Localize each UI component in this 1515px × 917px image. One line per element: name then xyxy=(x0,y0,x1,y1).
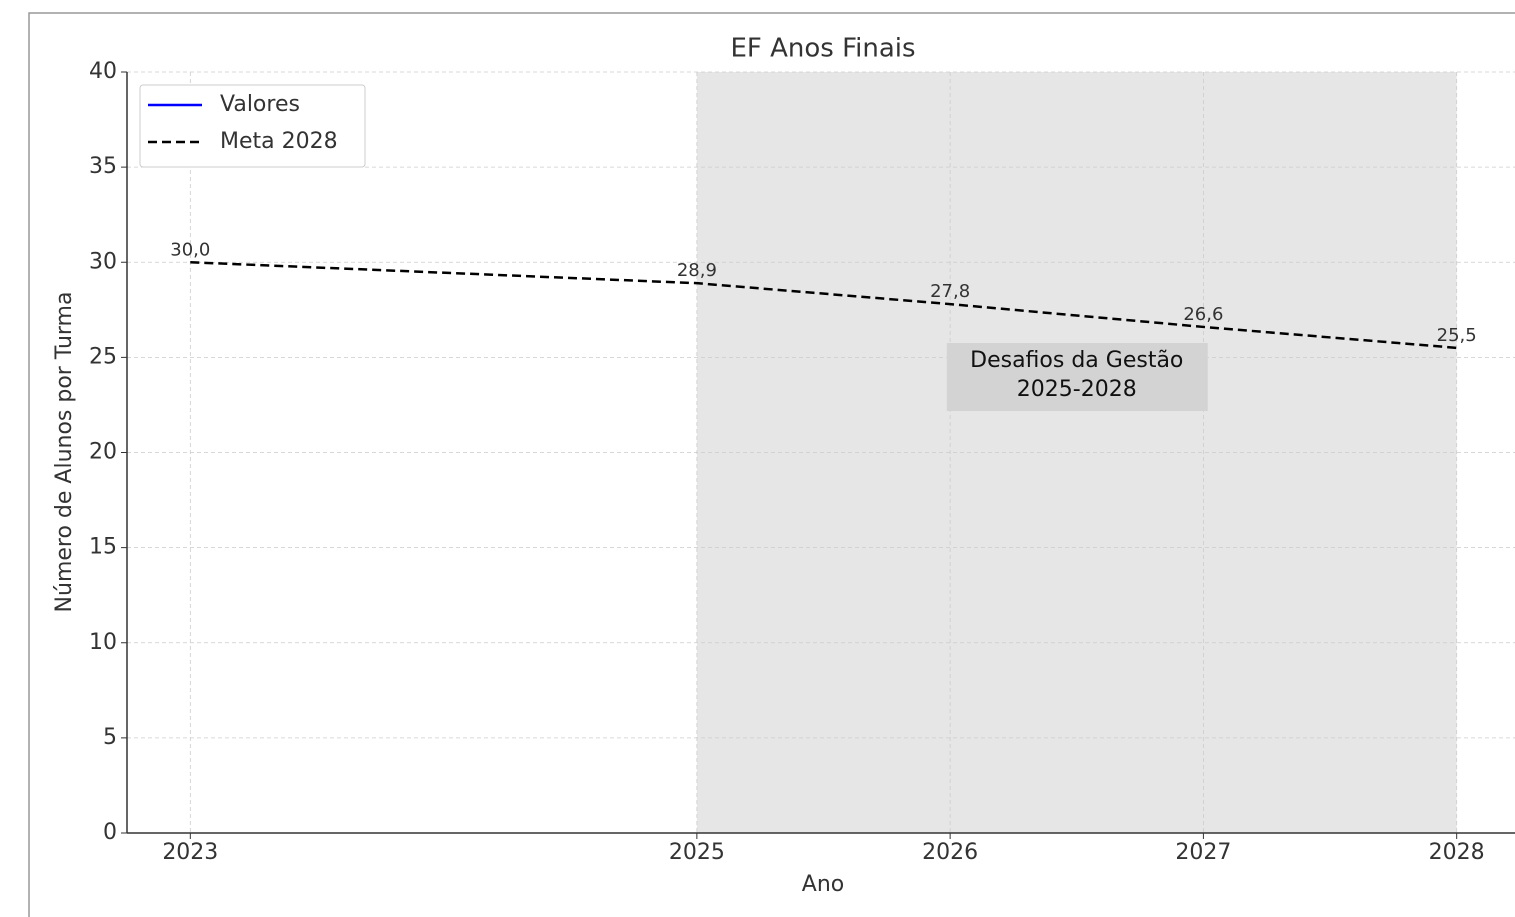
y-tick-label: 5 xyxy=(103,725,117,750)
y-axis-label: Número de Alunos por Turma xyxy=(52,292,77,613)
annotation: Desafios da Gestão xyxy=(970,348,1183,373)
data-label: 26,6 xyxy=(1183,304,1223,325)
data-label: 25,5 xyxy=(1437,325,1477,346)
y-tick-label: 30 xyxy=(89,249,117,274)
y-tick-label: 15 xyxy=(89,535,117,560)
y-tick-label: 40 xyxy=(89,59,117,84)
x-tick-label: 2028 xyxy=(1429,840,1485,865)
data-label: 28,9 xyxy=(677,260,717,281)
legend-label: Valores xyxy=(220,92,300,117)
annotation: 2025-2028 xyxy=(1017,377,1137,402)
legend-label: Meta 2028 xyxy=(220,129,338,154)
y-tick-label: 0 xyxy=(103,820,117,845)
x-axis-label: Ano xyxy=(802,872,844,897)
x-tick-label: 2023 xyxy=(162,840,218,865)
x-tick-label: 2027 xyxy=(1175,840,1231,865)
y-tick-label: 10 xyxy=(89,630,117,655)
x-tick-label: 2026 xyxy=(922,840,978,865)
series-line xyxy=(190,261,1457,350)
y-tick-label: 25 xyxy=(89,344,117,369)
y-tick-label: 20 xyxy=(89,440,117,465)
data-label: 27,8 xyxy=(930,281,970,302)
y-tick-label: 35 xyxy=(89,154,117,179)
annotation-box xyxy=(946,343,1208,411)
chart-title: EF Anos Finais xyxy=(730,34,915,64)
x-tick-label: 2025 xyxy=(669,840,725,865)
data-label: 30,0 xyxy=(170,239,210,260)
shaded-span xyxy=(696,72,1457,833)
